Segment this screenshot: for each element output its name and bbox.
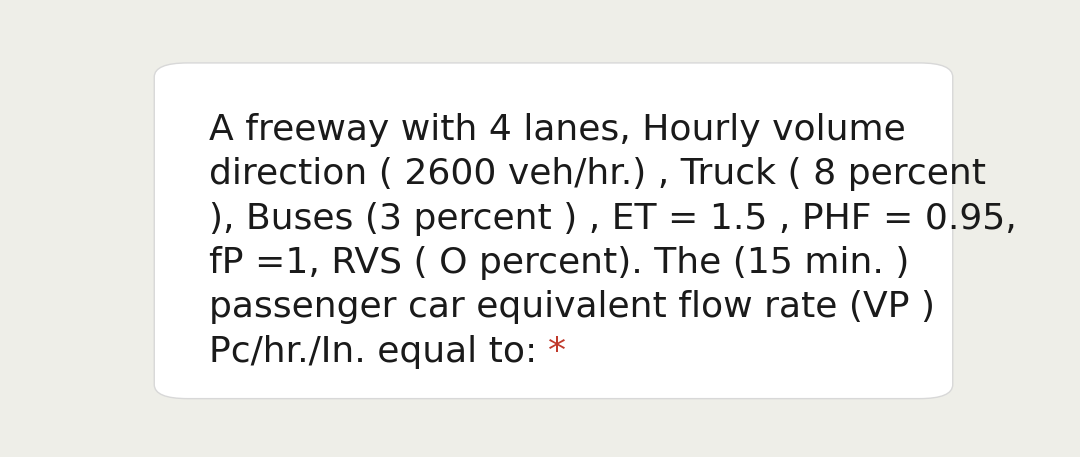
FancyBboxPatch shape — [154, 63, 953, 399]
Text: *: * — [549, 335, 566, 369]
Text: fP =1, RVS ( O percent). The (15 min. ): fP =1, RVS ( O percent). The (15 min. ) — [208, 246, 909, 280]
Text: passenger car equivalent flow rate (VP ): passenger car equivalent flow rate (VP ) — [208, 290, 934, 324]
Text: Pc/hr./In. equal to:: Pc/hr./In. equal to: — [208, 335, 549, 369]
Text: A freeway with 4 lanes, Hourly volume: A freeway with 4 lanes, Hourly volume — [208, 113, 905, 147]
Text: ), Buses (3 percent ) , ET = 1.5 , PHF = 0.95,: ), Buses (3 percent ) , ET = 1.5 , PHF =… — [208, 202, 1016, 235]
Text: direction ( 2600 veh/hr.) , Truck ( 8 percent: direction ( 2600 veh/hr.) , Truck ( 8 pe… — [208, 157, 986, 191]
